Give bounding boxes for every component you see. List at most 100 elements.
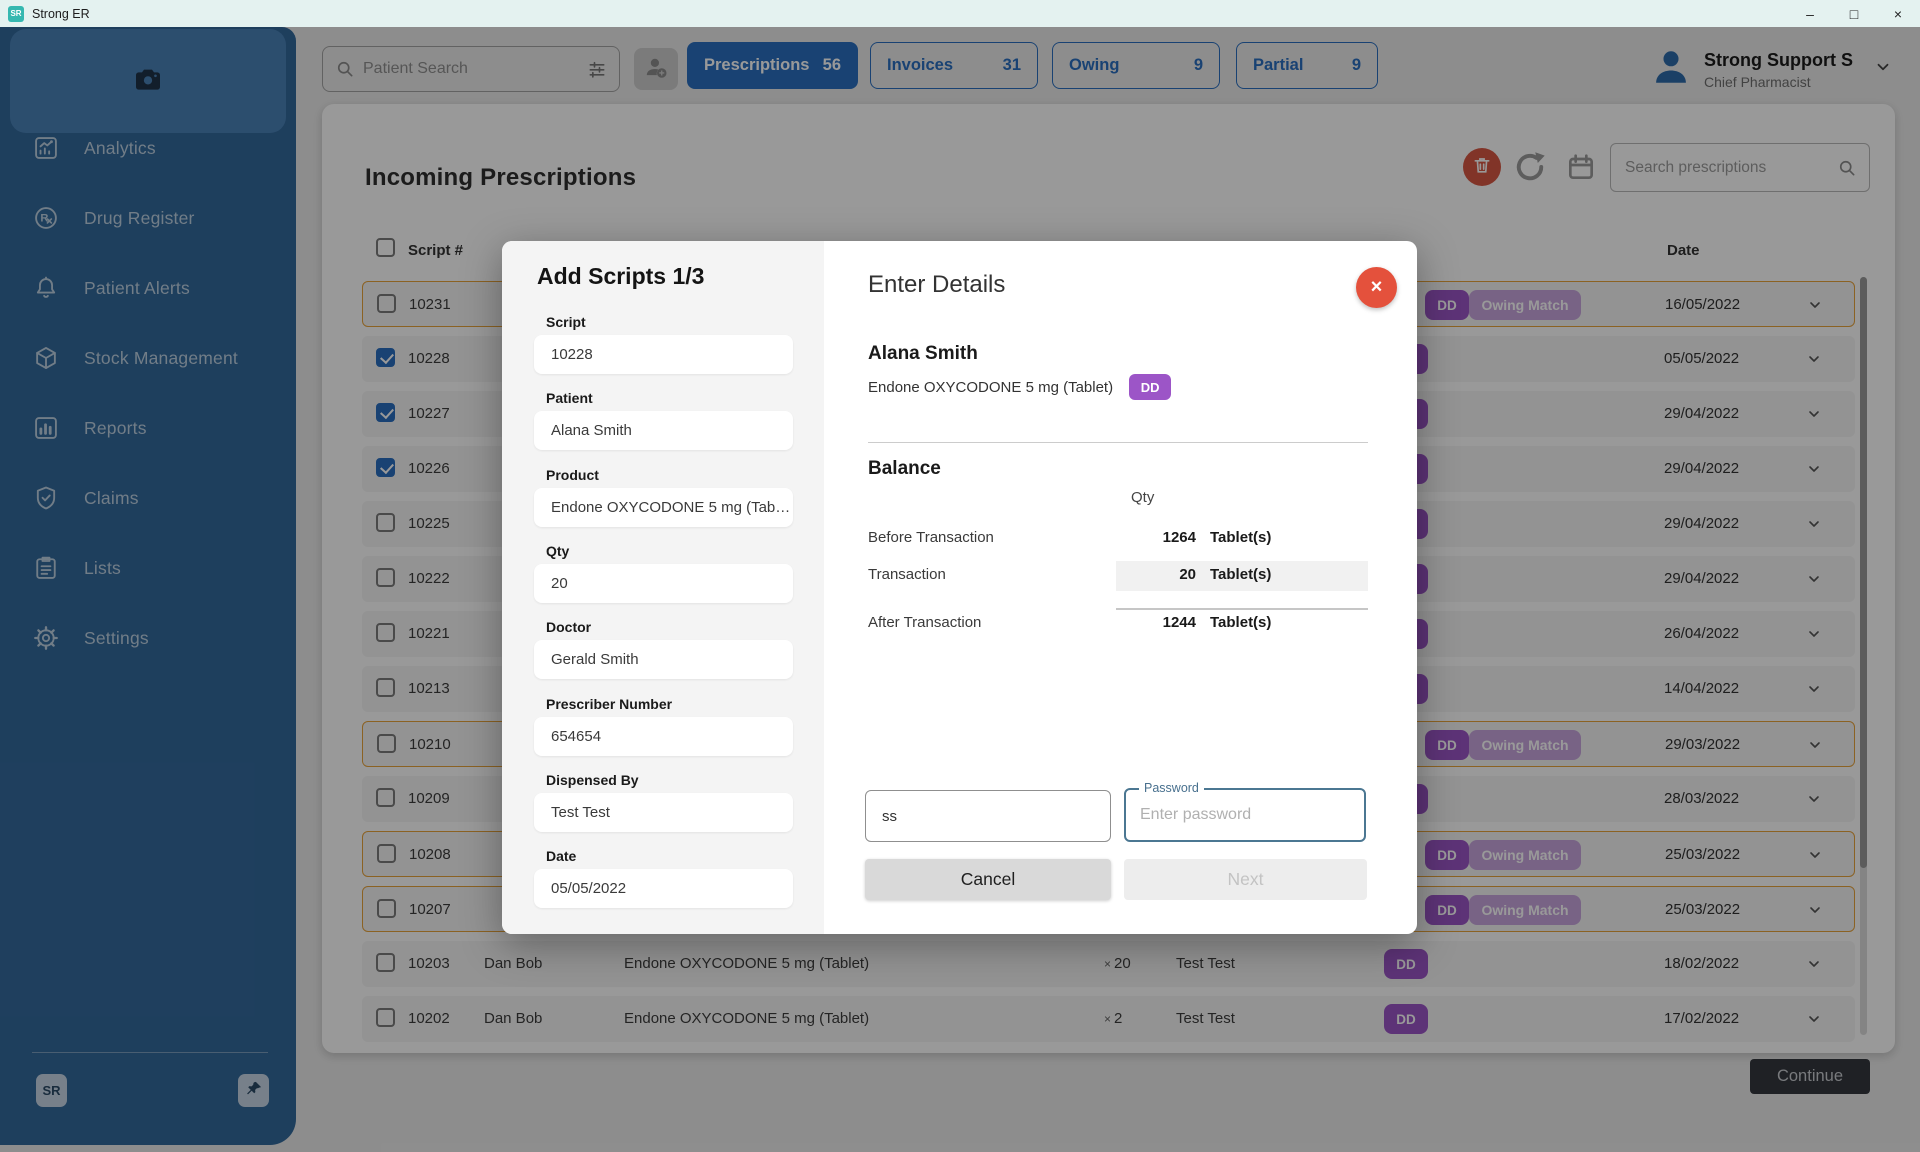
field-label: Date	[546, 848, 577, 864]
row-date: 14/04/2022	[1664, 680, 1740, 697]
cancel-button[interactable]: Cancel	[865, 859, 1111, 900]
password-input[interactable]	[1126, 790, 1364, 840]
sidebar-item-patient-alerts[interactable]: Patient Alerts	[0, 253, 296, 323]
sidebar-item-analytics[interactable]: Analytics	[0, 113, 296, 183]
dd-badge: DD	[1425, 730, 1469, 760]
row-checkbox[interactable]	[376, 568, 395, 587]
sidebar-item-stock-management[interactable]: Stock Management	[0, 323, 296, 393]
row-patient: Dan Bob	[484, 1010, 543, 1027]
add-scripts-modal: Add Scripts 1/3 Script Patient Product Qty D…	[502, 241, 1417, 934]
balance-unit: Tablet(s)	[1210, 529, 1272, 546]
tune-filter-icon[interactable]	[587, 59, 607, 79]
chevron-down-icon[interactable]	[1806, 516, 1822, 532]
field-label: Doctor	[546, 619, 592, 635]
table-row-10202[interactable]: 10202 Dan Bob Endone OXYCODONE 5 mg (Table…	[362, 996, 1855, 1042]
user-menu[interactable]: Strong Support S Chief Pharmacist	[1650, 44, 1900, 94]
search-icon	[335, 59, 355, 79]
row-checkbox[interactable]	[377, 294, 396, 313]
field-input-prescriber-number[interactable]	[534, 717, 793, 756]
modal-form-title: Add Scripts 1/3	[537, 263, 705, 289]
filter-partial[interactable]: Partial 9	[1236, 42, 1378, 89]
refresh-button[interactable]	[1512, 149, 1548, 185]
row-checkbox[interactable]	[376, 458, 395, 477]
row-checkbox[interactable]	[376, 678, 395, 697]
chevron-down-icon[interactable]	[1806, 571, 1822, 587]
minimize-button[interactable]: –	[1806, 5, 1814, 22]
patient-search-input[interactable]	[363, 60, 587, 78]
field-input-qty[interactable]	[534, 564, 793, 603]
password-label: Password	[1139, 781, 1204, 795]
trash-icon	[1472, 155, 1492, 180]
patient-search[interactable]	[322, 46, 620, 92]
calendar-button[interactable]	[1565, 151, 1597, 183]
close-window-button[interactable]: ×	[1893, 5, 1903, 22]
password-field[interactable]: Password	[1124, 781, 1366, 842]
filter-invoices[interactable]: Invoices 31	[870, 42, 1038, 89]
scrollbar-thumb[interactable]	[1860, 277, 1867, 868]
chevron-down-icon[interactable]	[1874, 58, 1892, 76]
next-button[interactable]: Next	[1124, 859, 1367, 900]
add-scripts-panel: Add Scripts 1/3 Script Patient Product Qty D…	[502, 241, 824, 934]
row-script-number: 10231	[409, 296, 451, 313]
field-input-script[interactable]	[534, 335, 793, 374]
sidebar-item-drug-register[interactable]: R Drug Register	[0, 183, 296, 253]
continue-button[interactable]: Continue	[1750, 1059, 1870, 1094]
initials-input[interactable]	[865, 790, 1111, 842]
delete-button[interactable]	[1463, 148, 1501, 186]
filter-owing[interactable]: Owing 9	[1052, 42, 1220, 89]
chevron-down-icon[interactable]	[1806, 791, 1822, 807]
sr-logo-badge[interactable]: SR	[36, 1074, 67, 1107]
analytics-icon	[32, 134, 60, 162]
row-checkbox[interactable]	[376, 1008, 395, 1027]
row-checkbox[interactable]	[376, 953, 395, 972]
chevron-down-icon[interactable]	[1806, 406, 1822, 422]
field-input-product[interactable]	[534, 488, 793, 527]
chevron-down-icon[interactable]	[1806, 461, 1822, 477]
chevron-down-icon[interactable]	[1807, 847, 1823, 863]
row-checkbox[interactable]	[377, 734, 396, 753]
field-label: Patient	[546, 390, 593, 406]
filter-label: Partial	[1253, 56, 1304, 74]
pin-icon	[245, 1080, 263, 1101]
chevron-down-icon[interactable]	[1806, 956, 1822, 972]
row-checkbox[interactable]	[376, 348, 395, 367]
chevron-down-icon[interactable]	[1807, 737, 1823, 753]
detail-patient-name: Alana Smith	[868, 343, 978, 364]
scrollbar-track[interactable]	[1860, 277, 1867, 1035]
modal-close-button[interactable]: ×	[1356, 267, 1397, 308]
sidebar-item-settings[interactable]: Settings	[0, 603, 296, 673]
maximize-button[interactable]: □	[1849, 5, 1859, 22]
prescriptions-search-input[interactable]	[1625, 158, 1837, 177]
field-input-doctor[interactable]	[534, 640, 793, 679]
row-checkbox[interactable]	[377, 844, 396, 863]
sidebar-item-claims[interactable]: Claims	[0, 463, 296, 533]
filter-prescriptions[interactable]: Prescriptions 56	[687, 42, 858, 89]
chevron-down-icon[interactable]	[1807, 297, 1823, 313]
form-field-patient: Patient	[534, 390, 793, 450]
chevron-down-icon[interactable]	[1806, 1011, 1822, 1027]
pin-sidebar-button[interactable]	[238, 1074, 269, 1107]
row-checkbox[interactable]	[376, 623, 395, 642]
chevron-down-icon[interactable]	[1806, 351, 1822, 367]
row-checkbox[interactable]	[376, 403, 395, 422]
row-script-number: 10222	[408, 570, 450, 587]
row-checkbox[interactable]	[377, 899, 396, 918]
chevron-down-icon[interactable]	[1806, 626, 1822, 642]
chevron-down-icon[interactable]	[1806, 681, 1822, 697]
sidebar-item-reports[interactable]: Reports	[0, 393, 296, 463]
balance-row-transaction: Transaction 20 Tablet(s)	[824, 566, 1417, 588]
table-row-10203[interactable]: 10203 Dan Bob Endone OXYCODONE 5 mg (Table…	[362, 941, 1855, 987]
chevron-down-icon[interactable]	[1807, 902, 1823, 918]
field-input-date[interactable]	[534, 869, 793, 908]
row-checkbox[interactable]	[376, 513, 395, 532]
prescriptions-search[interactable]	[1610, 143, 1870, 192]
row-checkbox[interactable]	[376, 788, 395, 807]
add-patient-button[interactable]	[634, 48, 678, 90]
filter-count: 9	[1193, 56, 1203, 74]
field-input-dispensed-by[interactable]	[534, 793, 793, 832]
sidebar-item-lists[interactable]: Lists	[0, 533, 296, 603]
sidebar-logo-box[interactable]	[10, 29, 286, 133]
field-input-patient[interactable]	[534, 411, 793, 450]
select-all-checkbox[interactable]	[376, 238, 395, 257]
